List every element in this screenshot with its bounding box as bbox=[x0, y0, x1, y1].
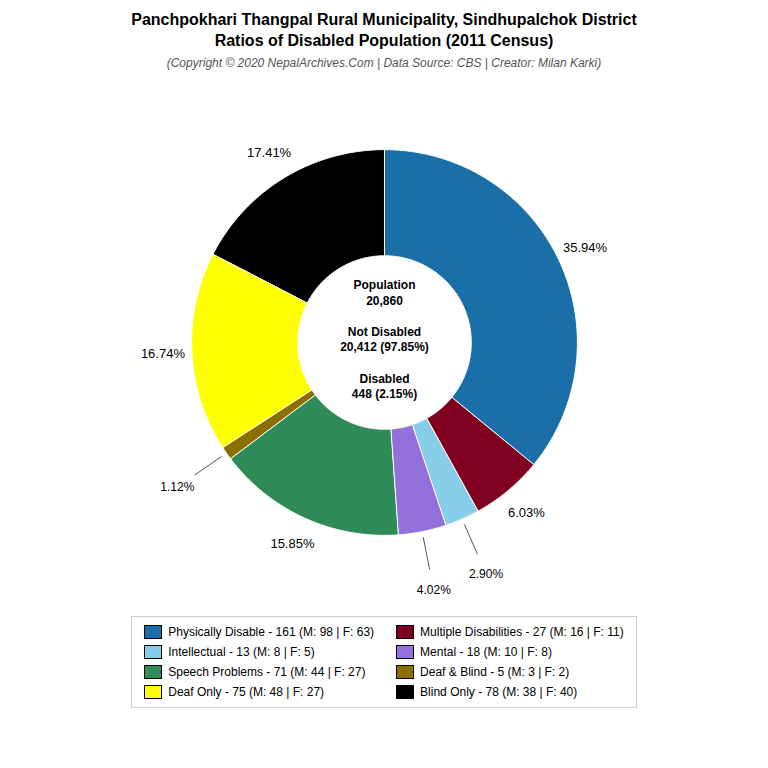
svg-text:35.94%: 35.94% bbox=[563, 239, 608, 254]
svg-text:Population20,860Not Disabled20: Population20,860Not Disabled20,412 (97.8… bbox=[340, 278, 429, 401]
html-text:(Copyright © 2020 NepalArchive: (Copyright © 2020 NepalArchives.Com | Da… bbox=[166, 55, 602, 70]
html-text:Mental - 18 (M: 10 | F: 8): Mental - 18 (M: 10 | F: 8) bbox=[420, 644, 552, 659]
html-text:Physically Disable - 161 (M: 9: Physically Disable - 161 (M: 98 | F: 63) bbox=[168, 624, 375, 639]
html-text:Ratios of Disabled Population: Ratios of Disabled Population (2011 Cens… bbox=[214, 31, 554, 49]
svg-text:1.12%: 1.12% bbox=[160, 480, 194, 494]
html-text:Panchpokhari Thangpal Rural Mu: Panchpokhari Thangpal Rural Municipality… bbox=[131, 11, 637, 28]
html-text:Multiple Disabilities - 27 (M:: Multiple Disabilities - 27 (M: 16 | F: 1… bbox=[420, 624, 624, 639]
html-text:Deaf & Blind - 5 (M: 3 | F: 2): Deaf & Blind - 5 (M: 3 | F: 2) bbox=[420, 664, 570, 679]
html-text:Intellectual - 13 (M: 8 | F: 5: Intellectual - 13 (M: 8 | F: 5) bbox=[168, 644, 315, 659]
svg-text:2.90%: 2.90% bbox=[469, 566, 503, 580]
svg-text:4.02%: 4.02% bbox=[417, 583, 451, 597]
html-text:Speech Problems - 71 (M: 44 |: Speech Problems - 71 (M: 44 | F: 27) bbox=[168, 664, 366, 679]
svg-text:6.03%: 6.03% bbox=[508, 505, 545, 520]
svg-text:17.41%: 17.41% bbox=[247, 145, 292, 160]
html-text:Blind Only - 78 (M: 38 | F: 40: Blind Only - 78 (M: 38 | F: 40) bbox=[420, 684, 578, 699]
svg-text:15.85%: 15.85% bbox=[270, 536, 315, 551]
svg-text:16.74%: 16.74% bbox=[141, 345, 186, 360]
html-text:Deaf Only - 75 (M: 48 | F: 27): Deaf Only - 75 (M: 48 | F: 27) bbox=[168, 684, 325, 699]
